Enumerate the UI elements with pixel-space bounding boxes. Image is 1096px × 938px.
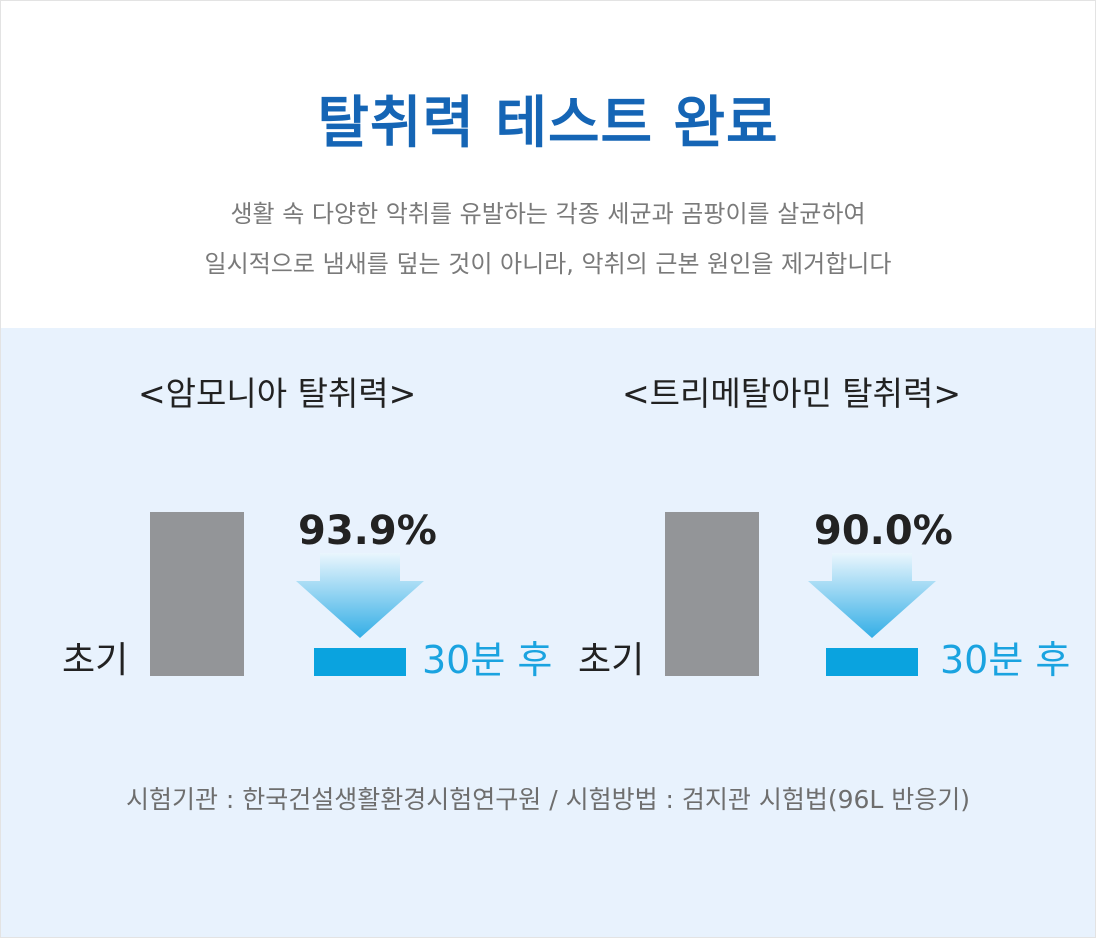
ammonia-initial-bar: [150, 512, 244, 676]
page-title: 탈취력 테스트 완료: [317, 91, 779, 156]
ammonia-after-bar: [314, 648, 406, 676]
trimethylamine-reduction-arrow: [808, 553, 936, 638]
ammonia-chart-svg: [150, 512, 424, 676]
ammonia-reduction-arrow: [296, 553, 424, 638]
trimethylamine-chart: <트리메탈아민 탈취력> 초기 90.0% 30분 후: [548, 328, 1096, 938]
ammonia-chart-title: <암모니아 탈취력>: [138, 374, 417, 413]
trimethylamine-after-label: 30분 후: [940, 638, 1071, 682]
test-info-footer: 시험기관 : 한국건설생활환경시험연구원 / 시험방법 : 검지관 시험법(96…: [125, 785, 971, 814]
ammonia-chart: <암모니아 탈취력> 초기 93.9% 30분 후: [0, 328, 552, 938]
trimethylamine-chart-title: <트리메탈아민 탈취력>: [622, 374, 962, 413]
trimethylamine-chart-svg: [665, 512, 936, 676]
trimethylamine-reduction-label: 90.0%: [814, 508, 953, 554]
trimethylamine-initial-label: 초기: [578, 640, 645, 681]
chart-panel: <암모니아 탈취력> 초기 93.9% 30분 후 <트리메탈아민 탈취력>: [0, 328, 1096, 938]
ammonia-after-label: 30분 후: [422, 638, 553, 682]
ammonia-reduction-label: 93.9%: [298, 508, 437, 554]
description-line-2: 일시적으로 냄새를 덮는 것이 아니라, 악취의 근본 원인을 제거합니다: [204, 250, 892, 278]
header-section: 탈취력 테스트 완료 생활 속 다양한 악취를 유발하는 각종 세균과 곰팡이를…: [0, 0, 1096, 328]
ammonia-initial-label: 초기: [62, 640, 129, 681]
description-line-1: 생활 속 다양한 악취를 유발하는 각종 세균과 곰팡이를 살균하여: [230, 200, 866, 228]
trimethylamine-initial-bar: [665, 512, 759, 676]
trimethylamine-after-bar: [826, 648, 918, 676]
